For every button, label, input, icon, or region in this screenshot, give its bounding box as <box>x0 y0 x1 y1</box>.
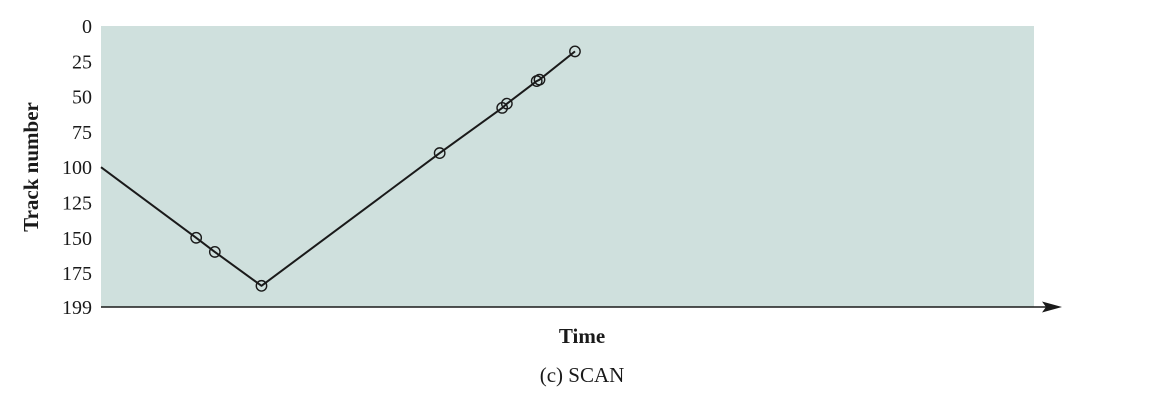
y-tick-label: 25 <box>72 51 92 73</box>
y-tick-label: 199 <box>62 297 92 319</box>
data-point-marker <box>255 279 268 292</box>
y-tick-label: 150 <box>62 228 92 250</box>
data-point-marker <box>190 231 203 244</box>
y-tick-label: 75 <box>72 122 92 144</box>
data-point-marker <box>208 246 221 258</box>
y-tick-label: 0 <box>82 16 92 38</box>
data-point-marker <box>569 45 581 58</box>
data-markers <box>190 45 581 292</box>
y-tick-label: 50 <box>72 87 92 109</box>
y-tick-label: 125 <box>62 193 92 215</box>
y-tick-label: 100 <box>62 157 92 179</box>
data-point-marker <box>433 147 446 159</box>
x-axis-arrowhead <box>1042 301 1062 313</box>
y-tick-label: 175 <box>62 263 92 285</box>
y-axis-title: Track number <box>19 102 43 232</box>
data-point-marker <box>500 97 513 110</box>
plot-area <box>101 26 1034 307</box>
data-point-marker <box>533 73 546 86</box>
chart-caption: (c) SCAN <box>540 363 625 387</box>
y-axis-ticks: 0 25 50 75 100 125 150 175 199 <box>62 16 92 319</box>
series-line <box>100 50 576 287</box>
x-axis-title: Time <box>559 324 605 348</box>
